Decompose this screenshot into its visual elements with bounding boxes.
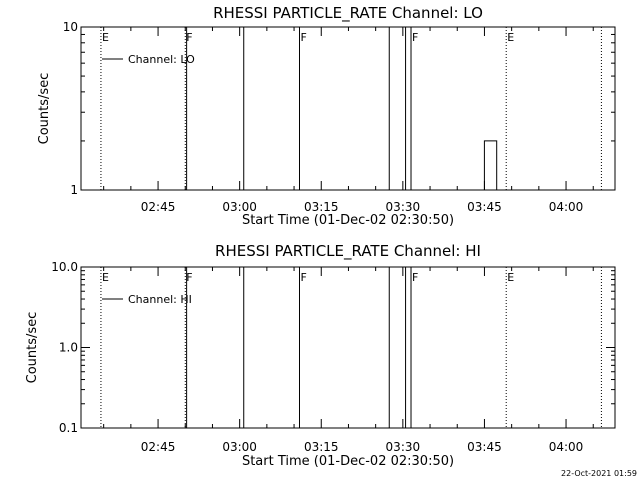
plot-frame: [80, 26, 616, 191]
event-flag-label: F: [412, 31, 418, 44]
x-tick-label: 03:30: [386, 200, 421, 214]
x-tick-label: 02:45: [141, 200, 176, 214]
event-flag-label: F: [300, 271, 306, 284]
chart-title: RHESSI PARTICLE_RATE Channel: LO: [213, 4, 483, 23]
legend-label: Channel: LO: [128, 53, 195, 66]
y-tick-label: 10: [63, 20, 78, 34]
x-tick-label: 04:00: [549, 200, 584, 214]
x-tick-label: 03:00: [222, 200, 257, 214]
event-flag-label: E: [507, 31, 514, 44]
y-axis-label: Counts/sec: [37, 73, 52, 145]
event-flag-label: E: [102, 31, 109, 44]
x-tick-label: 03:45: [467, 200, 502, 214]
x-tick-label: 04:00: [549, 440, 584, 454]
hi-channel-panel: RHESSI PARTICLE_RATE Channel: HI Start Ti…: [25, 242, 616, 469]
y-tick-label: 1.0: [59, 341, 78, 355]
event-flag-label: F: [300, 31, 306, 44]
plot-frame: [80, 266, 616, 429]
x-tick-label: 03:15: [304, 440, 339, 454]
x-tick-label: 02:45: [141, 440, 176, 454]
x-tick-label: 03:30: [386, 440, 421, 454]
generation-timestamp: 22-Oct-2021 01:59: [561, 469, 637, 478]
event-flag-label: F: [186, 31, 192, 44]
y-axis-label: Counts/sec: [25, 312, 40, 384]
x-axis-label: Start Time (01-Dec-02 02:30:50): [242, 213, 454, 228]
event-flag-label: F: [186, 271, 192, 284]
series-line: [483, 140, 498, 190]
y-tick-label: 0.1: [59, 421, 78, 435]
x-tick-label: 03:15: [304, 200, 339, 214]
event-flag-label: E: [507, 271, 514, 284]
legend-label: Channel: HI: [128, 293, 192, 306]
y-tick-label: 1: [70, 183, 78, 197]
x-axis-label: Start Time (01-Dec-02 02:30:50): [242, 454, 454, 469]
event-flag-label: E: [102, 271, 109, 284]
x-tick-label: 03:00: [222, 440, 257, 454]
chart-title: RHESSI PARTICLE_RATE Channel: HI: [215, 242, 481, 261]
event-flag-label: F: [412, 271, 418, 284]
lo-channel-panel: RHESSI PARTICLE_RATE Channel: LO Start Ti…: [37, 4, 616, 228]
x-tick-label: 03:45: [467, 440, 502, 454]
y-tick-label: 10.0: [51, 260, 78, 274]
